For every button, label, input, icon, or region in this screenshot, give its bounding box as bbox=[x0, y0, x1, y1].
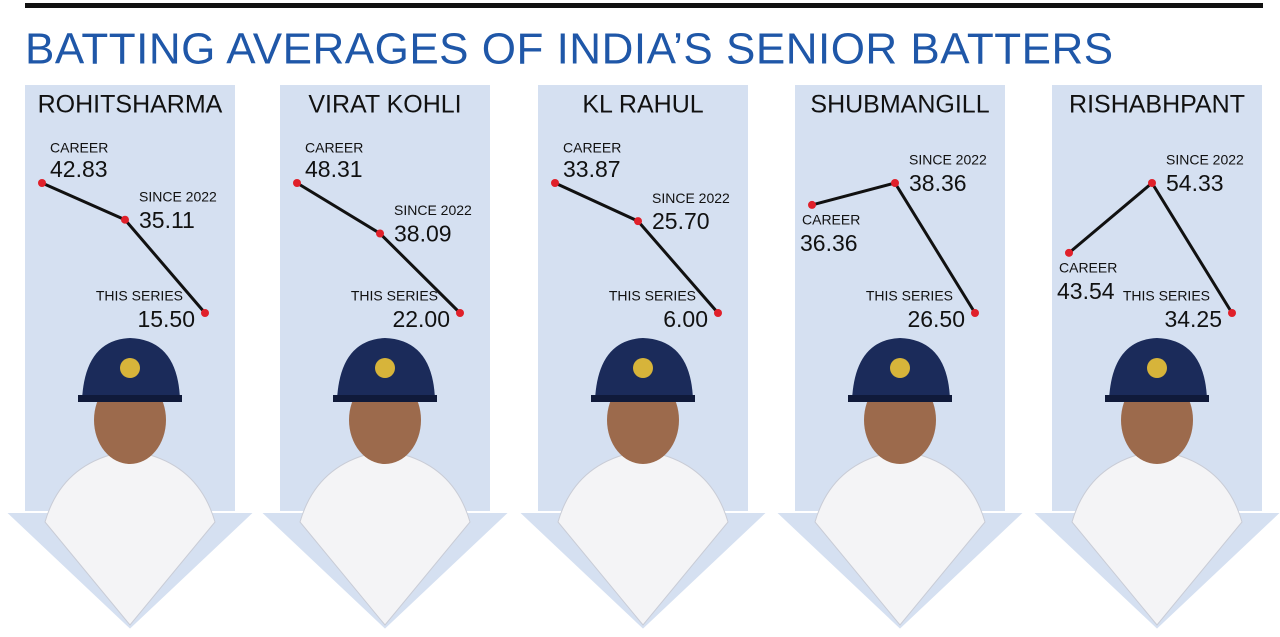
player-shirt bbox=[814, 454, 986, 626]
helmet-badge bbox=[890, 358, 910, 378]
player-name: SHUBMANGILL bbox=[810, 91, 989, 119]
page-title: BATTING AVERAGES OF INDIA’S SENIOR BATTE… bbox=[25, 25, 1114, 74]
marker bbox=[456, 309, 464, 317]
category-label: THIS SERIES bbox=[351, 288, 438, 304]
category-label: CAREER bbox=[563, 140, 621, 156]
helmet-badge bbox=[120, 358, 140, 378]
value-label: 42.83 bbox=[50, 156, 108, 182]
value-label: 38.09 bbox=[394, 221, 452, 247]
marker bbox=[376, 229, 384, 238]
player-shirt bbox=[557, 454, 729, 626]
marker bbox=[38, 179, 46, 187]
value-label: 33.87 bbox=[563, 156, 621, 182]
player-visor bbox=[333, 395, 437, 402]
value-label: 6.00 bbox=[663, 306, 708, 332]
category-label: CAREER bbox=[50, 140, 108, 156]
value-label: 54.33 bbox=[1166, 170, 1224, 196]
top-rule bbox=[25, 3, 1263, 8]
value-label: 15.50 bbox=[137, 306, 195, 332]
player-shirt bbox=[44, 454, 216, 626]
player-shirt bbox=[1071, 454, 1243, 626]
category-label: THIS SERIES bbox=[1123, 288, 1210, 304]
category-label: SINCE 2022 bbox=[1166, 152, 1244, 168]
category-label: SINCE 2022 bbox=[909, 152, 987, 168]
player-visor bbox=[591, 395, 695, 402]
value-label: 48.31 bbox=[305, 156, 363, 182]
marker bbox=[1148, 179, 1156, 187]
category-label: THIS SERIES bbox=[866, 288, 953, 304]
marker bbox=[1228, 309, 1236, 317]
marker bbox=[891, 179, 899, 187]
marker bbox=[714, 309, 722, 317]
player-name: KL RAHUL bbox=[582, 91, 703, 119]
marker bbox=[551, 179, 559, 187]
player-visor bbox=[78, 395, 182, 402]
marker bbox=[1065, 248, 1073, 257]
value-label: 43.54 bbox=[1057, 278, 1115, 304]
player-shirt bbox=[299, 454, 471, 626]
marker bbox=[293, 179, 301, 187]
marker bbox=[121, 215, 129, 224]
value-label: 36.36 bbox=[800, 230, 858, 256]
helmet-badge bbox=[375, 358, 395, 378]
value-label: 38.36 bbox=[909, 170, 967, 196]
category-label: CAREER bbox=[1059, 260, 1117, 276]
value-label: 26.50 bbox=[907, 306, 965, 332]
marker bbox=[971, 309, 979, 317]
category-label: CAREER bbox=[305, 140, 363, 156]
category-label: SINCE 2022 bbox=[652, 190, 730, 206]
player-visor bbox=[1105, 395, 1209, 402]
marker bbox=[634, 217, 642, 226]
player-name: VIRAT KOHLI bbox=[308, 91, 461, 119]
helmet-badge bbox=[633, 358, 653, 378]
value-label: 34.25 bbox=[1164, 306, 1222, 332]
category-label: CAREER bbox=[802, 212, 860, 228]
player-name: RISHABHPANT bbox=[1069, 91, 1245, 119]
player-name: ROHITSHARMA bbox=[38, 91, 223, 119]
player-visor bbox=[848, 395, 952, 402]
marker bbox=[201, 309, 209, 317]
value-label: 25.70 bbox=[652, 208, 710, 234]
helmet-badge bbox=[1147, 358, 1167, 378]
value-label: 22.00 bbox=[392, 306, 450, 332]
value-label: 35.11 bbox=[139, 207, 195, 233]
marker bbox=[808, 200, 816, 209]
category-label: THIS SERIES bbox=[96, 288, 183, 304]
category-label: SINCE 2022 bbox=[139, 188, 217, 204]
category-label: THIS SERIES bbox=[609, 288, 696, 304]
category-label: SINCE 2022 bbox=[394, 202, 472, 218]
